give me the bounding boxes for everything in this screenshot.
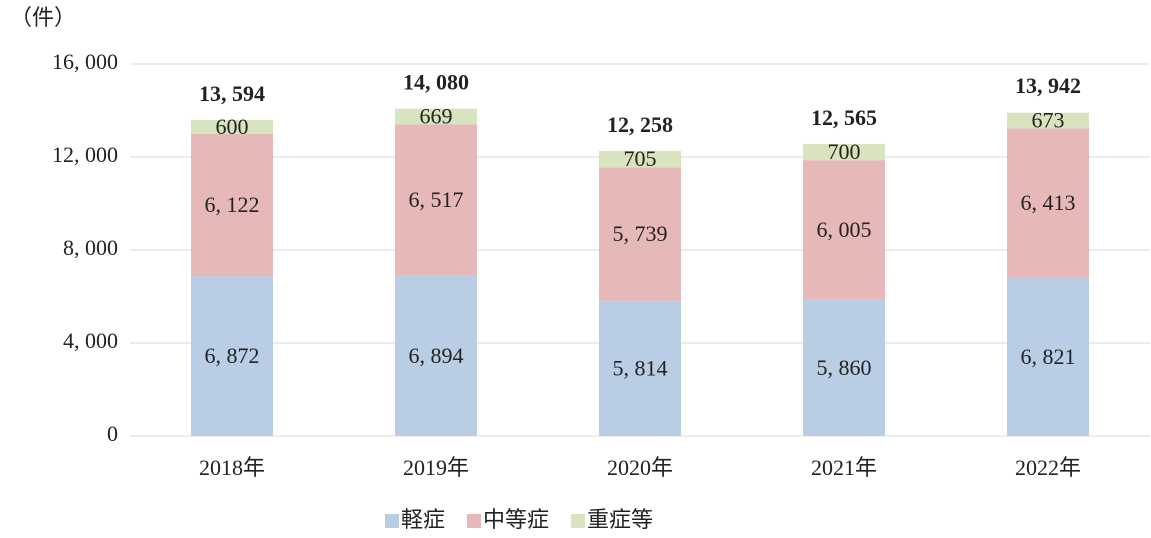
value-label: 6, 122 bbox=[205, 192, 260, 217]
value-label: 6, 005 bbox=[817, 217, 872, 242]
bar-segment bbox=[803, 160, 885, 300]
bar-segment bbox=[599, 151, 681, 168]
value-label: 5, 739 bbox=[613, 221, 668, 246]
total-label: 14, 080 bbox=[403, 70, 469, 95]
y-tick-label: 4, 000 bbox=[63, 328, 118, 353]
legend-swatch bbox=[385, 514, 399, 528]
value-label: 669 bbox=[420, 103, 453, 128]
bar-segment bbox=[1007, 128, 1089, 278]
bar-segment bbox=[191, 133, 273, 277]
value-label: 6, 821 bbox=[1021, 344, 1076, 369]
bar-segment bbox=[395, 124, 477, 276]
value-label: 6, 872 bbox=[205, 343, 260, 368]
x-tick-label: 2018年 bbox=[199, 455, 265, 480]
bar-segment bbox=[395, 108, 477, 125]
legend-label: 軽症 bbox=[401, 507, 445, 532]
value-label: 6, 894 bbox=[409, 343, 464, 368]
total-label: 13, 594 bbox=[199, 81, 265, 106]
value-label: 6, 517 bbox=[409, 187, 464, 212]
bar-segment bbox=[599, 300, 681, 436]
x-tick-label: 2020年 bbox=[607, 455, 673, 480]
bar-segment bbox=[1007, 277, 1089, 436]
bar-segment bbox=[803, 143, 885, 161]
value-label: 700 bbox=[828, 139, 861, 164]
value-label: 673 bbox=[1032, 108, 1065, 133]
y-tick-label: 0 bbox=[107, 421, 118, 446]
legend-swatch bbox=[467, 514, 482, 528]
y-unit-label: （件） bbox=[10, 5, 76, 30]
bar-segment bbox=[395, 275, 477, 436]
bar-segment bbox=[803, 299, 885, 436]
y-tick-label: 12, 000 bbox=[52, 142, 118, 167]
value-label: 600 bbox=[216, 114, 249, 139]
y-tick-label: 16, 000 bbox=[52, 49, 118, 74]
x-tick-label: 2019年 bbox=[403, 455, 469, 480]
total-label: 12, 258 bbox=[607, 112, 673, 137]
y-tick-label: 8, 000 bbox=[63, 235, 118, 260]
bar-segment bbox=[1007, 112, 1089, 129]
value-label: 5, 860 bbox=[817, 355, 872, 380]
legend-label: 中等症 bbox=[483, 507, 549, 532]
bar-segment bbox=[599, 167, 681, 301]
bar-segment bbox=[191, 276, 273, 436]
x-tick-label: 2022年 bbox=[1015, 455, 1081, 480]
value-label: 6, 413 bbox=[1021, 190, 1076, 215]
value-label: 705 bbox=[624, 146, 657, 171]
legend-swatch bbox=[571, 514, 586, 528]
total-label: 12, 565 bbox=[811, 105, 877, 130]
x-tick-label: 2021年 bbox=[811, 455, 877, 480]
bar-segment bbox=[191, 119, 273, 134]
legend-label: 重症等 bbox=[587, 507, 653, 532]
value-label: 5, 814 bbox=[613, 355, 668, 380]
total-label: 13, 942 bbox=[1015, 73, 1081, 98]
